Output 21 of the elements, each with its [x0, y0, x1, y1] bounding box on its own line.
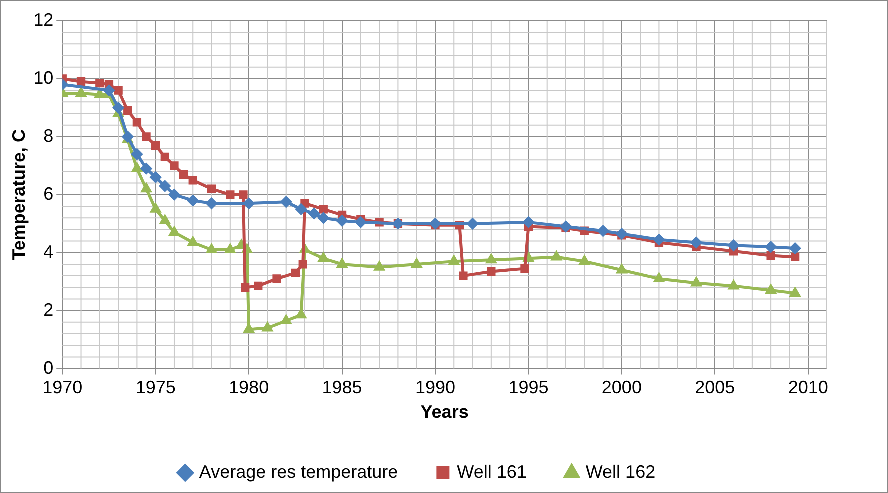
x-tick-label: 2010 [788, 378, 828, 398]
y-axis-title: Temperature, C [8, 130, 29, 260]
x-tick-label: 1995 [508, 378, 549, 398]
x-tick-label: 1985 [322, 378, 362, 398]
legend-label: Average res temperature [199, 462, 398, 482]
y-tick-label: 6 [44, 184, 54, 204]
x-tick-label: 1980 [229, 378, 270, 398]
legend-label: Well 161 [457, 462, 527, 482]
y-tick-label: 0 [44, 358, 54, 378]
y-tick-label: 12 [34, 10, 54, 30]
y-tick-label: 8 [44, 126, 54, 146]
legend-label: Well 162 [586, 462, 656, 482]
y-tick-label: 10 [34, 68, 54, 88]
y-tick-label: 2 [44, 300, 54, 320]
x-tick-label: 1970 [42, 378, 83, 398]
x-axis-title: Years [420, 402, 469, 422]
x-tick-label: 2005 [695, 378, 736, 398]
y-tick-label: 4 [44, 242, 54, 262]
x-tick-label: 2000 [602, 378, 642, 398]
x-tick-label: 1975 [136, 378, 176, 398]
x-tick-label: 1990 [415, 378, 456, 398]
